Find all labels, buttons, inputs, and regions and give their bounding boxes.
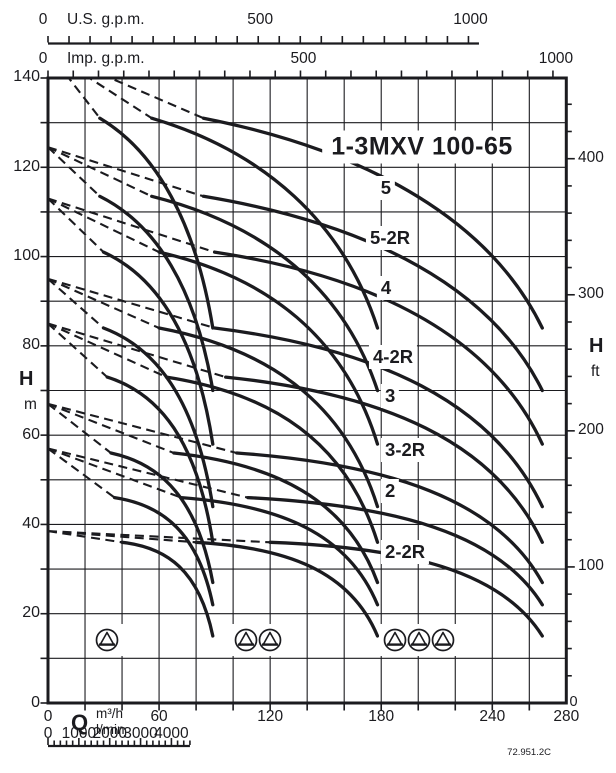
pump-curve-2-x1: [112, 495, 215, 607]
ft-axis-tick-label: 300: [578, 285, 604, 303]
head-axis-symbol-right: H: [589, 335, 604, 357]
curve-label-5-2R: 5-2R: [366, 225, 415, 250]
pump-curve-dashed-5-2R-x2: [48, 146, 153, 198]
curves-group: [48, 78, 544, 638]
us-gpm-tick-label: 1000: [453, 11, 488, 28]
q-lmin-tick-label: 3000: [123, 724, 158, 742]
pump-curve-3-x1: [105, 375, 215, 544]
pump-curve-dashed-3-2R-x3: [48, 402, 238, 455]
q-lmin-tick-label: 0: [43, 724, 53, 742]
flow-axis-unit-lmin: l/min: [96, 722, 125, 737]
h-axis-tick-label: 140: [13, 68, 40, 86]
pump-curve-3-2R-x2: [172, 451, 380, 585]
pump-curve-2-2R-x2: [194, 540, 380, 638]
curve-label-3: 3: [380, 383, 400, 408]
pump-curve-dashed-3-x2: [48, 322, 167, 379]
curve-label-4: 4: [376, 275, 396, 300]
curve-label-2: 2: [380, 478, 400, 503]
ft-axis-tick-label: 200: [578, 421, 604, 439]
pump-curve-5-x3: [201, 116, 544, 330]
pump-curve-5-2R-x1: [98, 194, 215, 393]
pump-curve-3-2R-x1: [109, 451, 215, 585]
q-lmin-tick-label: 2000: [92, 724, 127, 742]
head-axis-unit-m: m: [24, 396, 37, 413]
pump-curve-dashed-4-x2: [48, 197, 160, 254]
pump-curve-dashed-4-x3: [48, 197, 215, 254]
pump-curve-5-2R-x3: [201, 194, 544, 393]
pump-curve-3-x3: [224, 375, 544, 544]
pump-curve-4-x2: [157, 250, 380, 446]
q-m3h-tick-label: 280: [553, 708, 580, 725]
curve-label-4-2R: 4-2R: [369, 345, 418, 370]
pump-curve-2-2R-x1: [120, 540, 215, 638]
ft-axis-tick-label: 400: [578, 149, 604, 167]
h-axis-tick-label: 0: [31, 693, 40, 711]
q-m3h-tick-label: 180: [368, 708, 395, 725]
pump-curve-dashed-2-2R-x3: [48, 530, 271, 544]
pump-curve-dashed-4-x1: [48, 197, 105, 253]
us-gpm-axis-label: U.S. g.p.m.: [67, 11, 145, 28]
pump-curve-5-x1: [98, 116, 215, 330]
imp-gpm-axis-label: Imp. g.p.m.: [67, 50, 145, 67]
pump-curve-3-x2: [164, 375, 380, 544]
imp-gpm-tick-label: 1000: [538, 50, 574, 67]
pump-curve-4-2R-x3: [212, 326, 544, 509]
pump-curve-dashed-2-x3: [48, 447, 249, 499]
pump-curve-4-x1: [101, 250, 215, 446]
drawing-code: 72.951.2C: [507, 747, 551, 758]
pump-curve-4-x3: [212, 250, 544, 446]
pump-curve-dashed-3-2R-x2: [48, 402, 175, 454]
q-lmin-tick-label: 1000: [61, 724, 97, 742]
us-gpm-tick-label: 500: [247, 11, 274, 28]
curve-label-2-2R: 2-2R: [381, 540, 430, 565]
curve-label-5: 5: [376, 175, 395, 200]
pump-curve-dashed-3-2R-x1: [48, 403, 112, 454]
pump-curve-5-2R-x2: [150, 194, 380, 393]
imp-gpm-zero: 0: [38, 50, 48, 67]
pump-curve-2-2R-x3: [268, 540, 544, 638]
pump-curve-dashed-5-2R-x1: [48, 146, 101, 198]
pump-curve-dashed-2-2R-x1: [48, 530, 123, 544]
chart-title: 1-3MXV 100-65: [322, 130, 522, 164]
q-m3h-tick-label: 60: [150, 708, 168, 725]
h-axis-tick-label: 80: [22, 336, 40, 354]
pump-curve-dashed-3-x3: [48, 322, 227, 379]
head-axis-unit-ft: ft: [591, 363, 600, 380]
h-axis-tick-label: 20: [22, 604, 40, 622]
pump-curve-dashed-4-2R-x2: [48, 277, 160, 329]
h-axis-tick-label: 100: [13, 247, 40, 265]
h-axis-tick-label: 60: [22, 425, 40, 443]
pump-curve-dashed-5-x2: [87, 78, 153, 120]
pump-curve-dashed-2-2R-x2: [48, 530, 197, 544]
pump-curve-dashed-3-x1: [48, 322, 108, 378]
q-lmin-tick-label: 4000: [154, 724, 189, 742]
head-axis-symbol-left: H: [19, 368, 34, 390]
plot-border: [46, 76, 568, 705]
h-axis-tick-label: 40: [22, 514, 40, 532]
pump-curve-dashed-2-x2: [48, 447, 182, 499]
ft-axis-zero-label: 0: [569, 694, 578, 710]
pump-curve-3-2R-x3: [235, 451, 544, 585]
imp-gpm-tick-label: 500: [290, 50, 317, 67]
pump-curve-2-x3: [246, 495, 544, 607]
q-m3h-tick-label: 240: [479, 708, 506, 725]
curve-label-3-2R: 3-2R: [381, 437, 430, 462]
flow-axis-symbol: Q: [71, 710, 89, 735]
pump-curve-2-x2: [179, 495, 380, 607]
h-axis-tick-label: 120: [13, 157, 40, 175]
ft-axis-tick-label: 100: [578, 557, 604, 575]
pump-curve-dashed-5-2R-x3: [48, 146, 204, 198]
q-m3h-tick-label: 120: [257, 708, 284, 725]
us-gpm-zero: 0: [38, 11, 48, 28]
pump-curve-dashed-4-2R-x1: [48, 278, 105, 329]
flow-axis-unit-m3h: m³/h: [96, 706, 123, 721]
q-m3h-tick-label: 0: [43, 708, 53, 725]
pump-curve-4-2R-x1: [101, 326, 215, 509]
